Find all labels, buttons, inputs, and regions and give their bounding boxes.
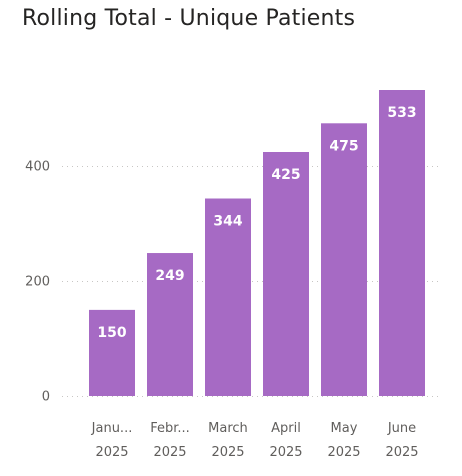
x-tick-label-year: 2025 <box>95 445 128 460</box>
bar-3[interactable] <box>205 198 251 396</box>
x-tick-label-year: 2025 <box>327 445 360 460</box>
y-tick-label: 200 <box>25 275 50 290</box>
bar-5[interactable] <box>321 123 367 396</box>
x-tick-label-month: Febr... <box>150 421 190 436</box>
data-label: 425 <box>271 167 300 183</box>
x-tick-label-month: May <box>331 421 358 436</box>
x-tick-label-year: 2025 <box>269 445 302 460</box>
data-label: 475 <box>329 138 358 154</box>
x-tick-label-year: 2025 <box>211 445 244 460</box>
data-label: 344 <box>213 214 242 230</box>
x-tick-label-month: Janu... <box>91 421 133 436</box>
bar-4[interactable] <box>263 152 309 396</box>
x-tick-label-month: March <box>208 421 248 436</box>
x-tick-label-month: June <box>387 421 416 436</box>
chart-title: Rolling Total - Unique Patients <box>22 6 356 31</box>
data-labels: 150 249 344 425 475 533 <box>97 105 416 341</box>
y-tick-label: 400 <box>25 160 50 175</box>
data-label: 150 <box>97 325 126 341</box>
y-axis-ticks: 0 200 400 <box>25 160 50 405</box>
data-label: 533 <box>387 105 416 121</box>
bar-1[interactable] <box>89 309 135 396</box>
bars <box>89 90 425 396</box>
y-tick-label: 0 <box>42 390 50 405</box>
bar-6[interactable] <box>379 90 425 396</box>
x-tick-label-month: April <box>271 421 301 436</box>
x-tick-label-year: 2025 <box>153 445 186 460</box>
bar-2[interactable] <box>147 253 193 396</box>
x-axis-labels: Janu... 2025 Febr... 2025 March 2025 April 2025… <box>91 421 419 460</box>
data-label: 249 <box>155 268 184 284</box>
x-tick-label-year: 2025 <box>385 445 418 460</box>
